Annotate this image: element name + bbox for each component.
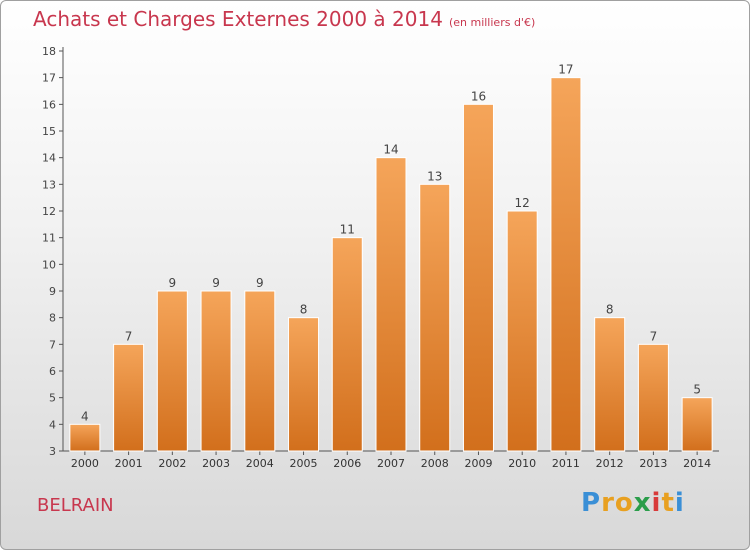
bar <box>113 343 145 452</box>
bar-value-label: 4 <box>81 409 89 423</box>
logo-letter: r <box>601 488 615 518</box>
y-tick-label: 10 <box>42 258 56 271</box>
x-tick-label: 2006 <box>333 457 361 470</box>
commune-name: BELRAIN <box>37 495 114 516</box>
x-tick-label: 2013 <box>639 457 667 470</box>
y-tick-label: 8 <box>49 312 56 325</box>
bar-value-label: 8 <box>300 303 308 317</box>
x-tick-label: 2002 <box>158 457 186 470</box>
proxiti-logo: Proxiti <box>581 488 685 518</box>
logo-letter: o <box>614 488 634 518</box>
chart-title: Achats et Charges Externes 2000 à 2014 (e… <box>33 7 535 31</box>
bar-value-label: 7 <box>125 329 133 343</box>
y-tick-label: 17 <box>42 72 56 85</box>
logo-letter: t <box>661 488 675 518</box>
y-tick-label: 16 <box>42 98 56 111</box>
bar-value-label: 16 <box>471 89 486 103</box>
y-tick-label: 4 <box>49 418 56 431</box>
y-tick-label: 3 <box>49 445 56 458</box>
bar <box>594 317 626 452</box>
bar-value-label: 14 <box>383 143 398 157</box>
bar <box>506 210 538 452</box>
logo-letter: i <box>674 488 685 518</box>
y-tick-label: 7 <box>49 338 56 351</box>
y-tick-label: 18 <box>42 45 56 58</box>
bar-value-label: 9 <box>212 276 220 290</box>
bar-value-label: 17 <box>558 63 573 77</box>
x-tick-label: 2011 <box>552 457 580 470</box>
bar <box>244 290 276 452</box>
bar <box>637 343 669 452</box>
y-tick-label: 12 <box>42 205 56 218</box>
bar <box>681 397 713 452</box>
y-tick-label: 6 <box>49 365 56 378</box>
logo-letter: P <box>581 488 602 518</box>
bar <box>462 103 494 452</box>
bar <box>419 183 451 452</box>
bar <box>69 423 101 452</box>
bar <box>375 157 407 452</box>
x-tick-label: 2014 <box>683 457 711 470</box>
y-tick-label: 13 <box>42 178 56 191</box>
bar <box>550 77 582 452</box>
bar-value-label: 11 <box>340 223 355 237</box>
x-tick-label: 2010 <box>508 457 536 470</box>
x-tick-label: 2005 <box>290 457 318 470</box>
y-tick-label: 5 <box>49 392 56 405</box>
x-tick-label: 2012 <box>596 457 624 470</box>
bar-value-label: 5 <box>693 383 701 397</box>
bar <box>331 237 363 452</box>
chart-title-text: Achats et Charges Externes 2000 à 2014 <box>33 7 443 31</box>
y-tick-label: 9 <box>49 285 56 298</box>
bar-value-label: 12 <box>515 196 530 210</box>
bar-value-label: 8 <box>606 303 614 317</box>
x-tick-label: 2004 <box>246 457 274 470</box>
x-tick-label: 2008 <box>421 457 449 470</box>
x-tick-label: 2001 <box>115 457 143 470</box>
x-tick-label: 2009 <box>464 457 492 470</box>
y-tick-label: 14 <box>42 152 56 165</box>
y-tick-label: 11 <box>42 232 56 245</box>
y-tick-label: 15 <box>42 125 56 138</box>
logo-letter: i <box>651 488 662 518</box>
x-tick-label: 2000 <box>71 457 99 470</box>
bar-value-label: 9 <box>169 276 177 290</box>
bar <box>156 290 188 452</box>
chart-subtitle: (en milliers d'€) <box>448 16 536 29</box>
bar <box>288 317 320 452</box>
x-tick-label: 2007 <box>377 457 405 470</box>
bar-value-label: 9 <box>256 276 264 290</box>
logo-letter: x <box>633 488 652 518</box>
x-tick-label: 2003 <box>202 457 230 470</box>
bar-value-label: 7 <box>650 329 658 343</box>
bar-value-label: 13 <box>427 169 442 183</box>
bar <box>200 290 232 452</box>
